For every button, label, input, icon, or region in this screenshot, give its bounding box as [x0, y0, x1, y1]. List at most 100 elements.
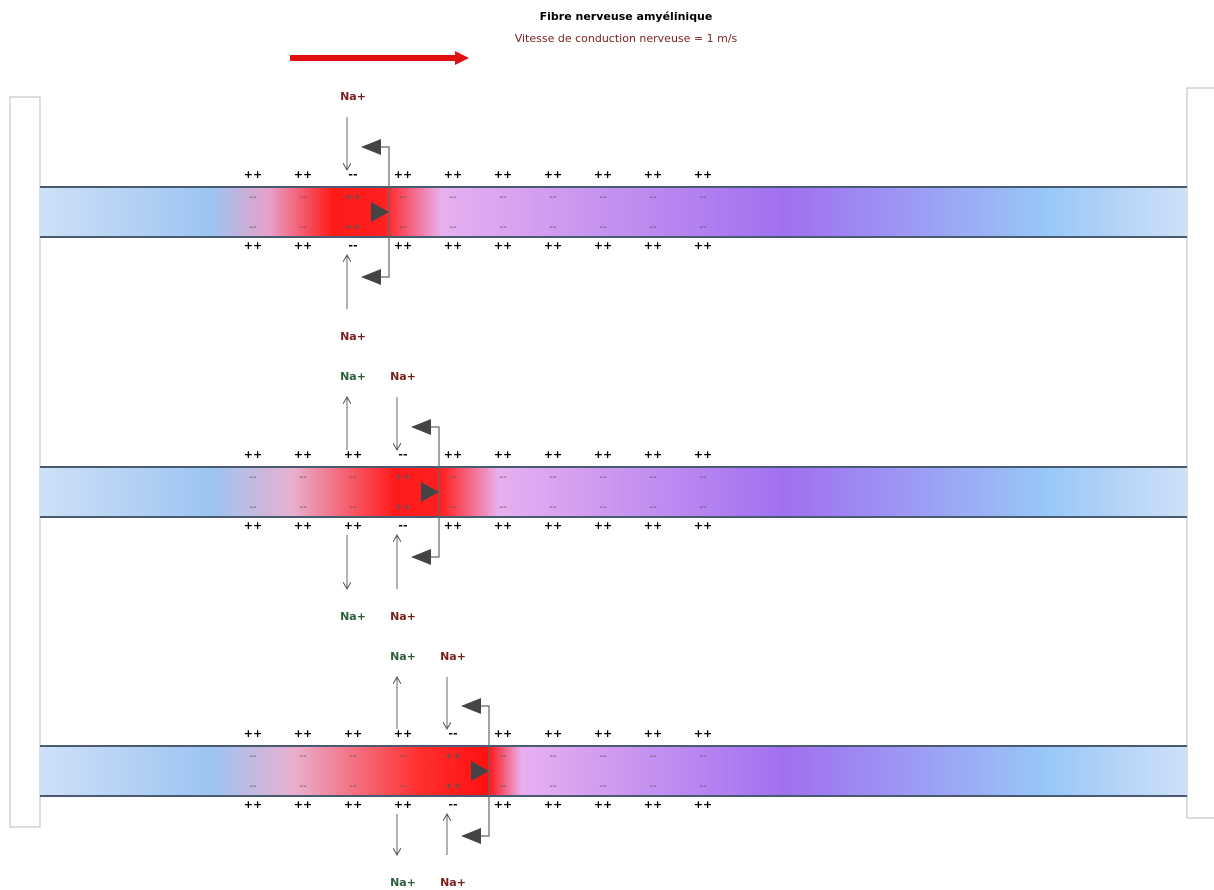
- charge: --: [349, 502, 357, 513]
- charge: ++: [294, 519, 312, 532]
- charge: --: [299, 502, 307, 513]
- axon: [40, 467, 1187, 517]
- charge: --: [249, 751, 257, 762]
- charge: --: [649, 502, 657, 513]
- charge: --: [449, 222, 457, 233]
- charge: ++: [594, 727, 612, 740]
- charge: ++: [344, 448, 362, 461]
- charge: --: [398, 519, 407, 532]
- charge: --: [399, 751, 407, 762]
- charge: ++: [494, 239, 512, 252]
- charge: --: [399, 781, 407, 792]
- charge: --: [449, 502, 457, 513]
- left-panel: [9, 96, 41, 828]
- ion-label: Na+: [340, 90, 366, 103]
- charge: ++: [444, 519, 462, 532]
- charge: ++: [244, 448, 262, 461]
- axon: [40, 187, 1187, 237]
- right-panel: [1186, 87, 1214, 819]
- charge: ++: [594, 798, 612, 811]
- charge: ++: [395, 502, 412, 513]
- title: Fibre nerveuse amyélinique: [540, 10, 713, 23]
- charge: ++: [544, 168, 562, 181]
- charge: ++: [345, 192, 362, 203]
- charge: ++: [394, 727, 412, 740]
- direction-arrow-head: [455, 51, 469, 65]
- charge: --: [249, 222, 257, 233]
- charge: ++: [644, 168, 662, 181]
- charge: ++: [644, 727, 662, 740]
- charge: --: [549, 222, 557, 233]
- charge: ++: [445, 781, 462, 792]
- charge: --: [699, 502, 707, 513]
- charge: --: [299, 751, 307, 762]
- ion-label: Na+: [390, 610, 416, 623]
- charge: --: [599, 502, 607, 513]
- charge: --: [349, 781, 357, 792]
- current-arrow: [371, 202, 389, 222]
- ion-label: Na+: [340, 610, 366, 623]
- charge: ++: [294, 727, 312, 740]
- charge: --: [649, 192, 657, 203]
- charge: ++: [445, 751, 462, 762]
- charge: ++: [644, 448, 662, 461]
- charge: --: [399, 222, 407, 233]
- charge: ++: [544, 519, 562, 532]
- charge: ++: [644, 798, 662, 811]
- ion-label: Na+: [340, 330, 366, 343]
- charge: --: [649, 222, 657, 233]
- charge: --: [299, 192, 307, 203]
- charge: --: [549, 751, 557, 762]
- charge: ++: [544, 798, 562, 811]
- charge: ++: [494, 798, 512, 811]
- charge: --: [448, 798, 457, 811]
- charge: ++: [544, 448, 562, 461]
- charge: --: [348, 168, 357, 181]
- charge: --: [449, 472, 457, 483]
- ion-label: Na+: [340, 370, 366, 383]
- charge: --: [599, 751, 607, 762]
- charge: ++: [344, 727, 362, 740]
- charge: --: [599, 472, 607, 483]
- charge: ++: [294, 798, 312, 811]
- charge: --: [349, 751, 357, 762]
- charge: ++: [694, 239, 712, 252]
- charge: ++: [244, 727, 262, 740]
- charge: ++: [594, 519, 612, 532]
- charge: --: [699, 222, 707, 233]
- charge: ++: [544, 239, 562, 252]
- charge: ++: [494, 727, 512, 740]
- charge: ++: [294, 448, 312, 461]
- charge: ++: [344, 519, 362, 532]
- charge: --: [499, 192, 507, 203]
- charge: ++: [694, 798, 712, 811]
- charge: --: [299, 222, 307, 233]
- ion-label: Na+: [390, 876, 416, 889]
- subtitle: Vitesse de conduction nerveuse = 1 m/s: [515, 32, 738, 45]
- charge: ++: [644, 239, 662, 252]
- charge: ++: [594, 448, 612, 461]
- charge: ++: [694, 448, 712, 461]
- charge: --: [599, 192, 607, 203]
- charge: ++: [244, 168, 262, 181]
- current-arrow: [361, 269, 381, 285]
- charge: --: [649, 751, 657, 762]
- charge: ++: [244, 239, 262, 252]
- charge: --: [549, 502, 557, 513]
- charge: ++: [394, 798, 412, 811]
- charge: --: [699, 472, 707, 483]
- charge: ++: [494, 168, 512, 181]
- charge: --: [549, 472, 557, 483]
- charge: --: [599, 781, 607, 792]
- charge: --: [249, 192, 257, 203]
- ion-label: Na+: [390, 370, 416, 383]
- charge: ++: [444, 448, 462, 461]
- charge: ++: [345, 222, 362, 233]
- charge: ++: [395, 472, 412, 483]
- charge: --: [299, 781, 307, 792]
- charge: --: [599, 222, 607, 233]
- charge: --: [649, 781, 657, 792]
- charge: --: [499, 502, 507, 513]
- current-arrow: [461, 698, 481, 714]
- charge: ++: [494, 448, 512, 461]
